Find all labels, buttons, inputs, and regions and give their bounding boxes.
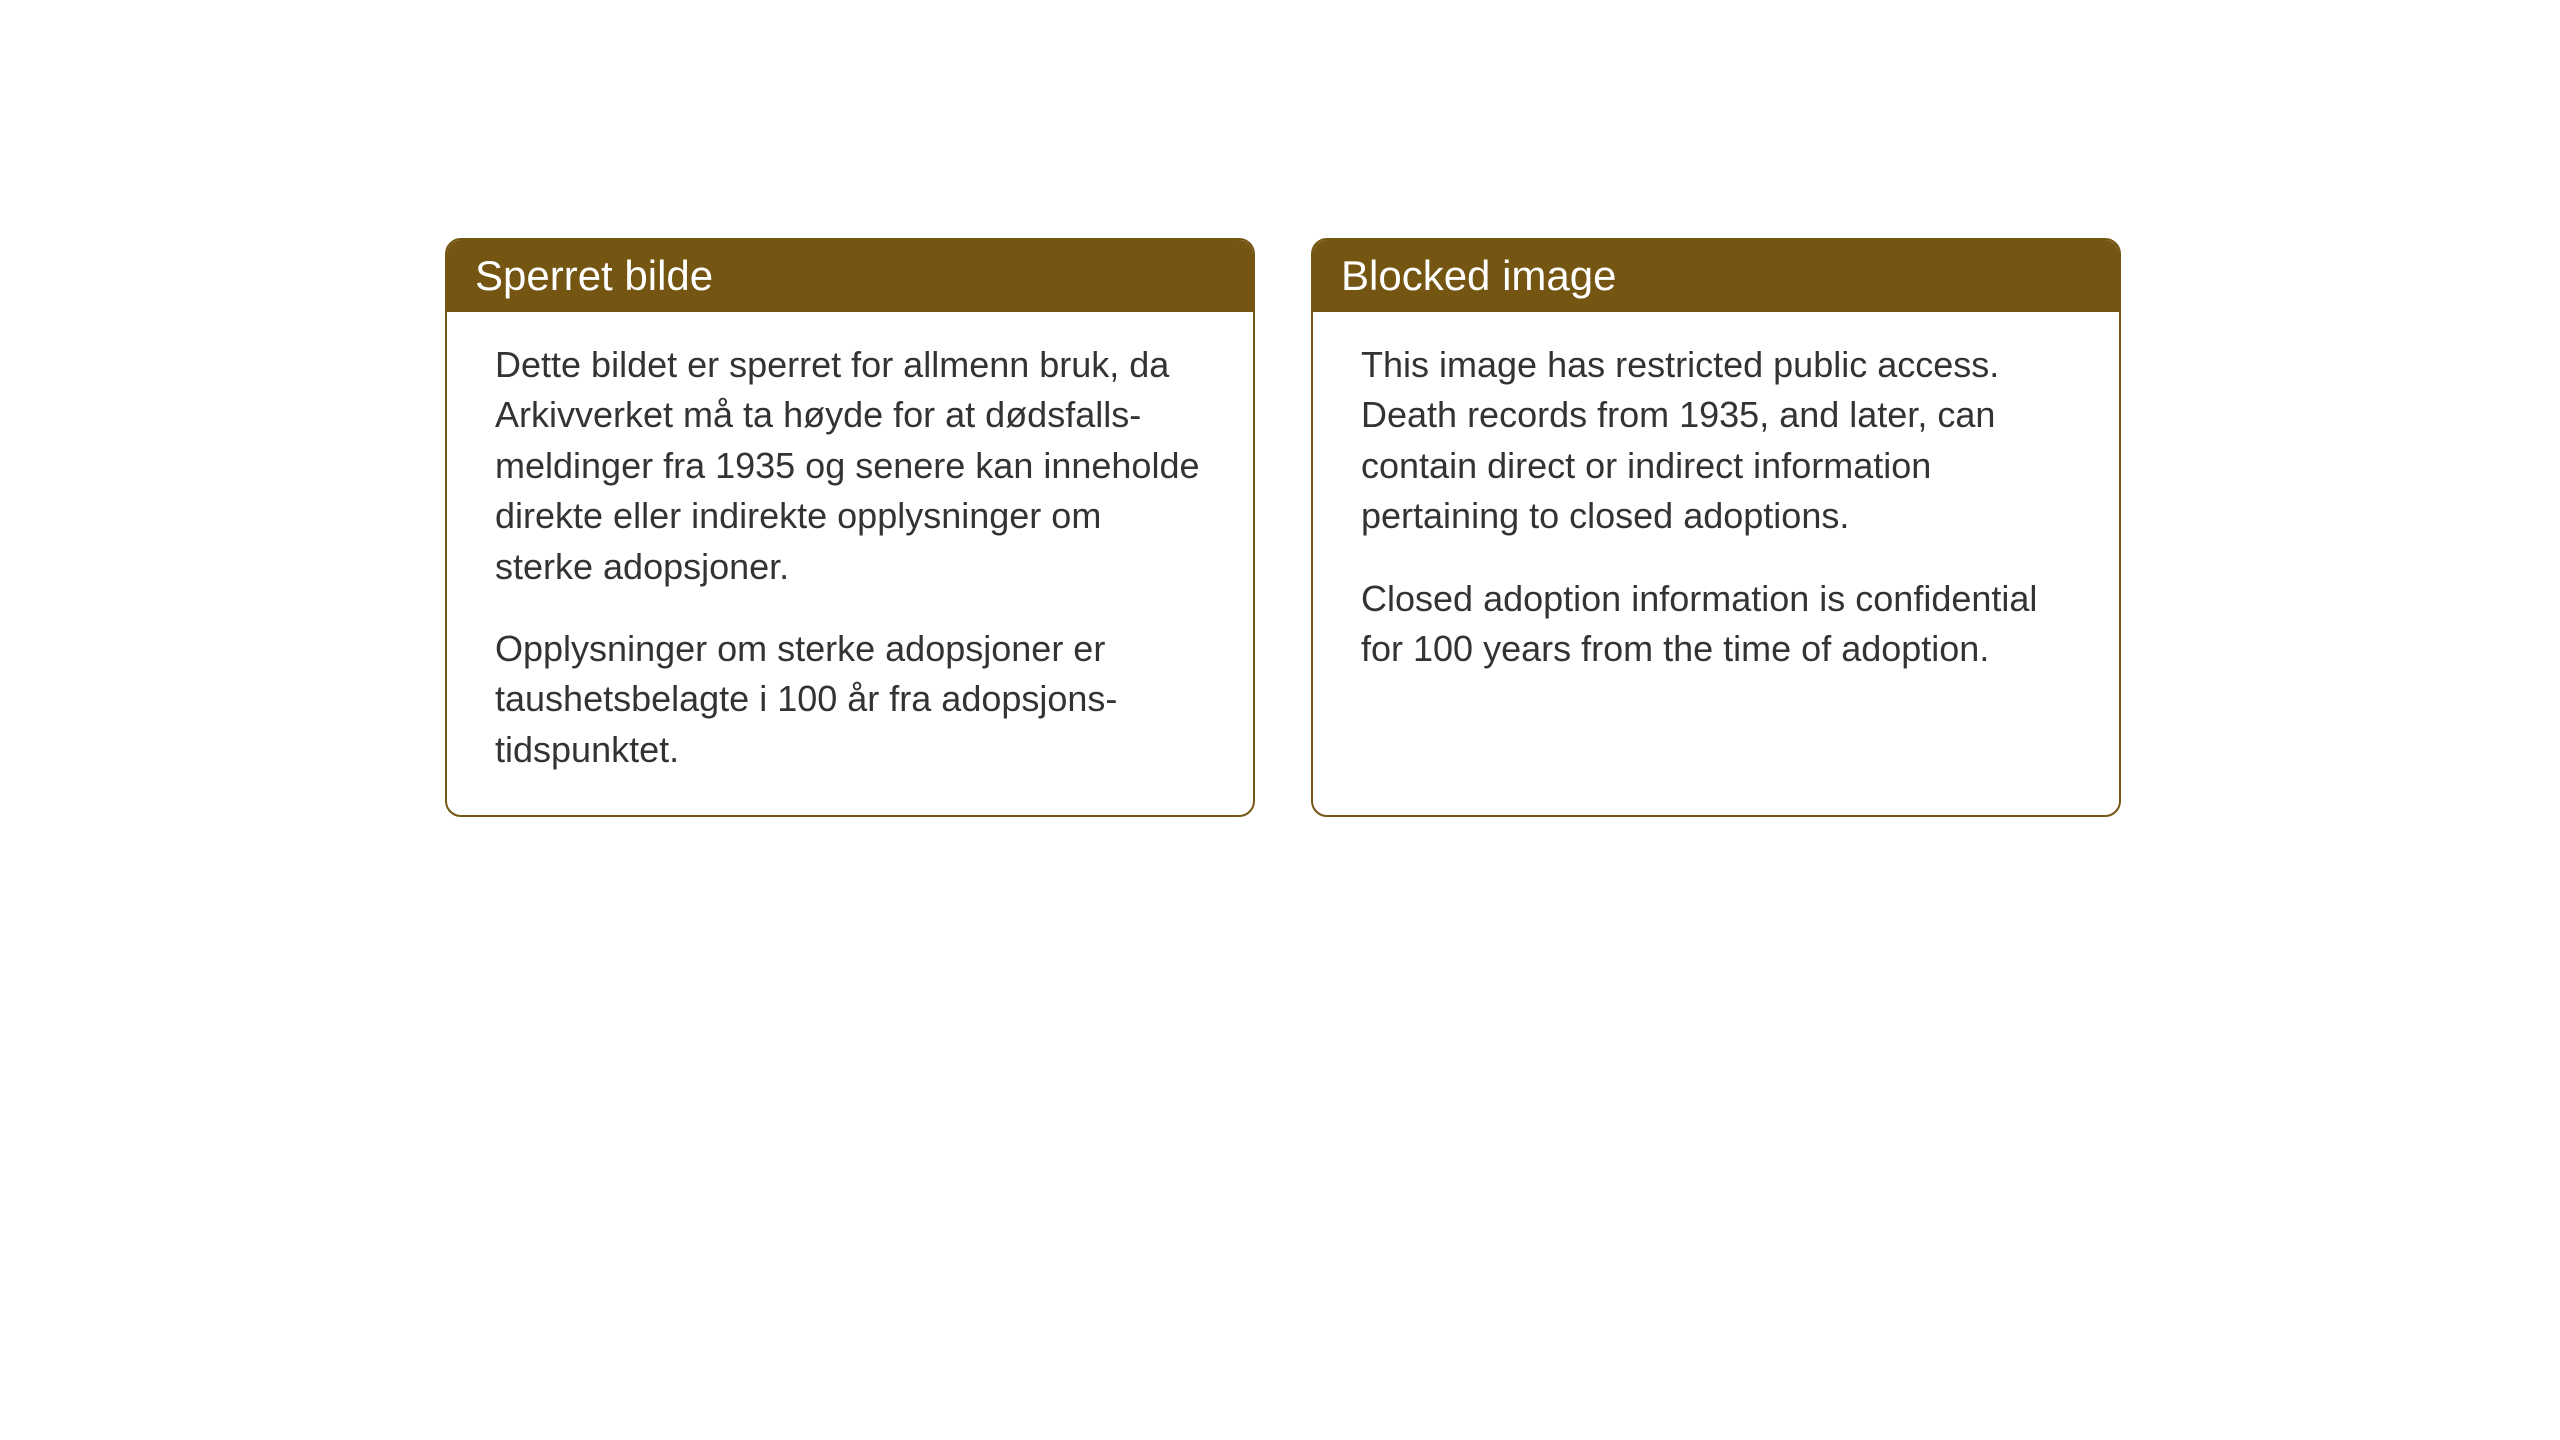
card-norwegian-title: Sperret bilde xyxy=(475,252,713,299)
card-norwegian-paragraph-2: Opplysninger om sterke adopsjoner er tau… xyxy=(495,624,1205,775)
card-norwegian: Sperret bilde Dette bildet er sperret fo… xyxy=(445,238,1255,817)
card-english-title: Blocked image xyxy=(1341,252,1616,299)
card-english: Blocked image This image has restricted … xyxy=(1311,238,2121,817)
card-norwegian-paragraph-1: Dette bildet er sperret for allmenn bruk… xyxy=(495,340,1205,592)
card-english-paragraph-1: This image has restricted public access.… xyxy=(1361,340,2071,542)
card-norwegian-header: Sperret bilde xyxy=(447,240,1253,312)
card-english-header: Blocked image xyxy=(1313,240,2119,312)
card-norwegian-body: Dette bildet er sperret for allmenn bruk… xyxy=(447,312,1253,815)
card-english-body: This image has restricted public access.… xyxy=(1313,312,2119,714)
cards-container: Sperret bilde Dette bildet er sperret fo… xyxy=(445,238,2121,817)
card-english-paragraph-2: Closed adoption information is confident… xyxy=(1361,574,2071,675)
